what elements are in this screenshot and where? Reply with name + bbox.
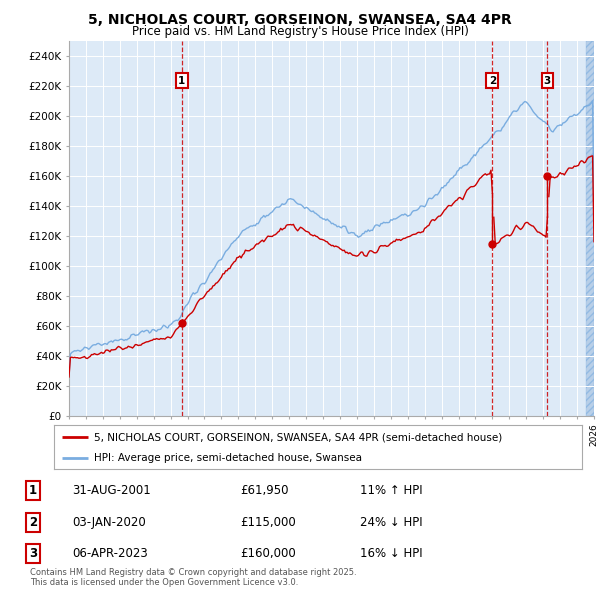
Text: Price paid vs. HM Land Registry's House Price Index (HPI): Price paid vs. HM Land Registry's House … <box>131 25 469 38</box>
Text: HPI: Average price, semi-detached house, Swansea: HPI: Average price, semi-detached house,… <box>94 453 362 463</box>
Text: 06-APR-2023: 06-APR-2023 <box>72 547 148 560</box>
Text: 03-JAN-2020: 03-JAN-2020 <box>72 516 146 529</box>
Text: 1: 1 <box>29 484 37 497</box>
Text: £115,000: £115,000 <box>240 516 296 529</box>
Text: 11% ↑ HPI: 11% ↑ HPI <box>360 484 422 497</box>
Text: 5, NICHOLAS COURT, GORSEINON, SWANSEA, SA4 4PR (semi-detached house): 5, NICHOLAS COURT, GORSEINON, SWANSEA, S… <box>94 432 502 442</box>
Text: 2: 2 <box>489 76 496 86</box>
Text: 1: 1 <box>178 76 185 86</box>
Text: 31-AUG-2001: 31-AUG-2001 <box>72 484 151 497</box>
Text: £160,000: £160,000 <box>240 547 296 560</box>
Text: £61,950: £61,950 <box>240 484 289 497</box>
Bar <box>586 41 594 416</box>
Text: 3: 3 <box>29 547 37 560</box>
Text: Contains HM Land Registry data © Crown copyright and database right 2025.
This d: Contains HM Land Registry data © Crown c… <box>30 568 356 587</box>
Text: 5, NICHOLAS COURT, GORSEINON, SWANSEA, SA4 4PR: 5, NICHOLAS COURT, GORSEINON, SWANSEA, S… <box>88 13 512 27</box>
Bar <box>586 41 594 416</box>
Text: 24% ↓ HPI: 24% ↓ HPI <box>360 516 422 529</box>
Text: 2: 2 <box>29 516 37 529</box>
Text: 16% ↓ HPI: 16% ↓ HPI <box>360 547 422 560</box>
Text: 3: 3 <box>544 76 551 86</box>
